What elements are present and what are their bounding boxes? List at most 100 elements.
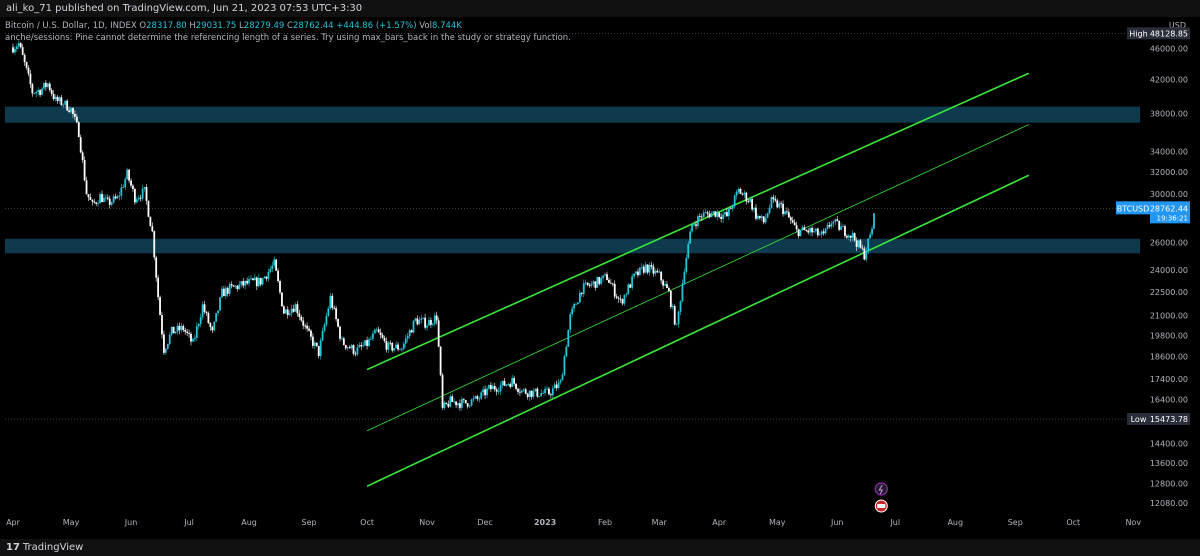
candle-body [412,320,415,333]
candle-body [269,269,272,272]
candle [205,310,208,316]
candle-body [395,344,397,349]
candle [685,254,688,275]
candle-body [569,314,572,330]
candle-body [308,328,310,331]
candle-body [358,344,361,348]
tradingview-logo-icon[interactable]: 17 [6,542,20,553]
candle [551,385,554,399]
candle-body [490,385,492,390]
candle-body [743,192,746,195]
candle [395,341,397,349]
candle-body [271,265,274,270]
candle-body [772,197,775,200]
flash-event-icon [874,482,888,496]
candle-body [540,393,543,397]
candle [126,167,129,180]
candle [269,266,272,274]
price-chart[interactable]: 46000.00 42000.00 38000.00 34000.00 32000.00… [0,17,1200,539]
last-symbol-label: BTCUSD [1117,204,1150,213]
candle-body [441,374,444,408]
candle [377,326,380,333]
candle-body [588,285,591,286]
candle-body [462,399,465,401]
candle-body [400,348,403,350]
flash-glyph [878,484,884,495]
candle [259,277,262,287]
candle [654,268,657,277]
candle [250,274,252,280]
candle [406,332,409,343]
candle [683,268,686,286]
candle [64,100,67,109]
candle-body [573,304,575,309]
candle [174,331,177,335]
candle-body [101,194,103,203]
candle-body [296,304,299,314]
candle [842,224,844,227]
candle [571,305,574,318]
candle [637,268,639,278]
candle-body [520,390,523,393]
candle [650,261,653,270]
candle [697,214,699,229]
candle-body [695,224,697,226]
candle-body [188,332,190,334]
candle-body [486,388,488,396]
chart-area[interactable]: 46000.00 42000.00 38000.00 34000.00 32000.00… [0,17,1200,539]
candle-body [757,215,759,219]
candle-body [201,304,204,318]
candle [768,204,771,215]
candle-body [563,356,566,375]
candle-body [577,302,579,305]
candle-body [522,389,525,391]
candle-body [844,226,846,236]
candle [613,280,616,299]
candle-body [847,235,850,238]
candle-body [658,271,661,273]
candle [14,46,16,55]
candle [217,310,219,317]
candle [784,210,786,216]
candle-body [741,193,744,195]
candle [79,134,82,154]
candle [12,43,14,54]
candle [197,323,200,330]
candle-body [528,390,531,398]
x-tick-label: Jun [830,518,844,527]
candle [460,396,463,411]
candle-body [238,284,241,289]
candle [609,279,612,284]
candle-body [385,340,388,350]
candle-body [813,231,815,233]
candle-body [704,212,707,214]
candle [772,194,775,203]
candle [526,392,529,400]
candle-body [215,313,218,322]
candle-body [339,326,341,339]
candle-body [319,340,322,356]
candle [532,388,535,400]
candle [640,263,643,270]
candle [687,241,690,260]
candle [354,351,357,357]
candle [188,329,190,338]
brand-name[interactable]: TradingView [22,542,84,553]
candle [586,282,589,287]
candle-body [252,278,254,281]
candle [68,106,71,113]
candle [184,327,187,335]
candle-body [44,82,47,87]
candle [453,398,456,404]
open-label: O [139,21,147,31]
candle [313,340,316,350]
candle-body [383,337,386,341]
x-tick-label: Jun [124,518,138,527]
candle [722,210,724,223]
candle [172,326,175,334]
candle [87,194,90,201]
candle-body [689,231,692,244]
candle [490,381,492,393]
candle-body [662,280,664,286]
candle [726,208,728,218]
